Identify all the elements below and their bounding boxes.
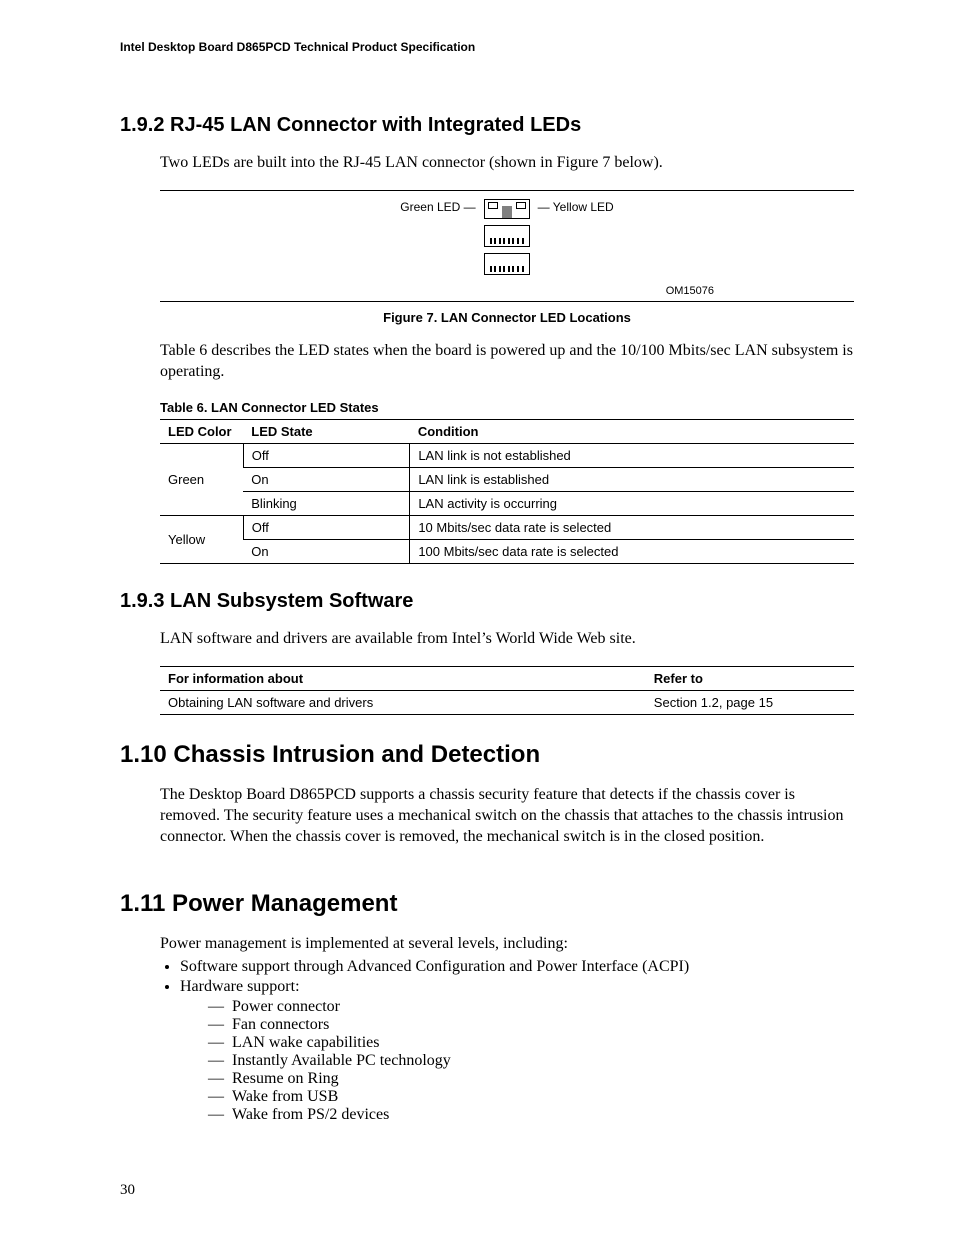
heading-1-10: 1.10 Chassis Intrusion and Detection (120, 741, 854, 769)
ref-table: For information about Refer to Obtaining… (160, 666, 854, 715)
page-number: 30 (120, 1182, 135, 1199)
para-1-9-2: Two LEDs are built into the RJ-45 LAN co… (160, 153, 854, 174)
heading-1-11: 1.11 Power Management (120, 890, 854, 918)
list-item: Resume on Ring (208, 1070, 854, 1088)
page: Intel Desktop Board D865PCD Technical Pr… (0, 0, 954, 1235)
para-1-10: The Desktop Board D865PCD supports a cha… (160, 785, 854, 847)
list-item: Instantly Available PC technology (208, 1052, 854, 1070)
table-6-caption: Table 6. LAN Connector LED States (160, 400, 854, 415)
table-header: LED Color (160, 420, 243, 444)
figure-label-yellow: — Yellow LED (538, 199, 614, 214)
list-item: Software support through Advanced Config… (180, 958, 854, 976)
list-item: Power connector (208, 998, 854, 1016)
table-row: On 100 Mbits/sec data rate is selected (160, 540, 854, 564)
dash-list: Power connector Fan connectors LAN wake … (208, 998, 854, 1124)
running-head: Intel Desktop Board D865PCD Technical Pr… (120, 40, 854, 54)
figure-label-green: Green LED — (400, 199, 475, 214)
figure-7-caption: Figure 7. LAN Connector LED Locations (160, 310, 854, 325)
table-header: Refer to (646, 667, 854, 691)
para-table6-intro: Table 6 describes the LED states when th… (160, 341, 854, 383)
list-item: Hardware support: Power connector Fan co… (180, 978, 854, 1124)
heading-1-9-3: 1.9.3 LAN Subsystem Software (120, 590, 854, 613)
table-row: Yellow Off 10 Mbits/sec data rate is sel… (160, 516, 854, 540)
list-item: Fan connectors (208, 1016, 854, 1034)
table-row: Green Off LAN link is not established (160, 444, 854, 468)
table-header: Condition (410, 420, 854, 444)
table-row: Obtaining LAN software and drivers Secti… (160, 691, 854, 715)
para-1-9-3: LAN software and drivers are available f… (160, 629, 854, 650)
table-header: For information about (160, 667, 646, 691)
table-row: On LAN link is established (160, 468, 854, 492)
figure-code: OM15076 (666, 285, 714, 297)
heading-1-9-2: 1.9.2 RJ-45 LAN Connector with Integrate… (120, 114, 854, 137)
bullet-list: Software support through Advanced Config… (180, 958, 854, 1124)
table-row: Blinking LAN activity is occurring (160, 492, 854, 516)
list-item: Wake from USB (208, 1088, 854, 1106)
list-item: LAN wake capabilities (208, 1034, 854, 1052)
list-item: Wake from PS/2 devices (208, 1106, 854, 1124)
table-6: LED Color LED State Condition Green Off … (160, 419, 854, 564)
para-1-11: Power management is implemented at sever… (160, 934, 854, 955)
figure-7: Green LED — — Yellow LED OM15076 (160, 190, 854, 302)
table-header: LED State (243, 420, 410, 444)
rj45-diagram (484, 199, 530, 275)
